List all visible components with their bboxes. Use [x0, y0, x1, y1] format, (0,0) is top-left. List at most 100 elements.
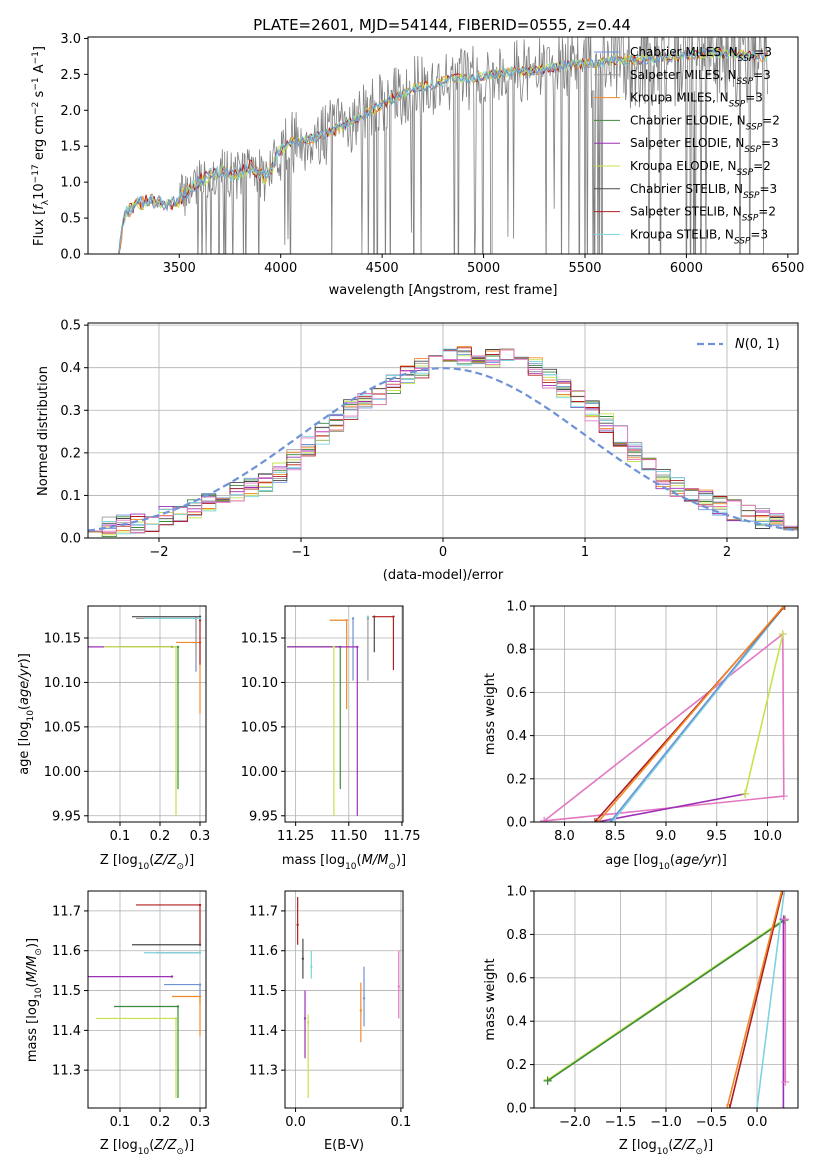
- label-part: age [log: [605, 853, 658, 868]
- label-part: =3: [761, 136, 779, 150]
- label-part: Chabrier MILES, N: [630, 45, 738, 59]
- y-tick-label: 11.7: [249, 904, 278, 919]
- x-tick-label: −2: [149, 545, 168, 560]
- label-part: =3: [754, 45, 772, 59]
- y-tick-label: 3.0: [60, 32, 81, 47]
- label-part: SSP: [737, 168, 754, 178]
- data-point: [345, 619, 348, 622]
- data-point: [366, 617, 370, 620]
- y-tick-label: 11.3: [249, 1064, 278, 1079]
- label-part: SSP: [734, 236, 751, 246]
- label-part: )]: [17, 653, 32, 663]
- label-part: ⊙: [176, 1147, 184, 1157]
- data-point: [351, 617, 355, 620]
- mass-weight-marker: [741, 789, 750, 798]
- x-tick-label: 5500: [568, 261, 601, 276]
- label-part: −2: [31, 102, 41, 115]
- model-fit-line: [118, 47, 768, 254]
- legend-label: Salpeter STELIB, NSSP=2: [630, 205, 776, 224]
- model-fit-line: [118, 47, 768, 254]
- legend-label: Chabrier STELIB, NSSP=3: [630, 182, 777, 201]
- label-part: 10: [138, 1147, 150, 1157]
- label-part: ⊙: [176, 862, 184, 872]
- y-tick-label: 10.00: [44, 765, 81, 780]
- label-part: )]: [396, 853, 406, 868]
- y-tick-label: 0.0: [60, 532, 81, 547]
- label-part: )]: [25, 938, 40, 948]
- data-point: [198, 983, 202, 986]
- label-part: Z/Z: [153, 853, 177, 868]
- label-part: (: [17, 705, 32, 710]
- x-tick-label: 0.2: [150, 829, 171, 844]
- y-tick-label: 10.05: [241, 720, 278, 735]
- x-tick-label: 0.1: [110, 829, 131, 844]
- x-tick-label: 0.3: [190, 829, 211, 844]
- data-point: [198, 619, 202, 622]
- label-part: −1: [31, 51, 41, 64]
- x-axis-label: E(B-V): [324, 1138, 364, 1153]
- x-tick-label: 8.0: [554, 829, 575, 844]
- plot-area: [543, 891, 790, 1108]
- x-tick-label: 5000: [467, 261, 500, 276]
- y-tick-label: 0.2: [506, 1058, 527, 1073]
- y-tick-label: 0.0: [60, 248, 81, 263]
- label-part: 10: [345, 862, 357, 872]
- y-tick-label: 0.3: [60, 404, 81, 419]
- y-tick-label: 1.0: [506, 600, 527, 615]
- label-part: SSP: [743, 191, 760, 201]
- y-tick-label: 11.5: [52, 984, 81, 999]
- y-tick-label: 11.4: [249, 1024, 278, 1039]
- mass-weight-marker: [722, 1104, 731, 1108]
- figure-title: PLATE=2601, MJD=54144, FIBERID=0555, z=0…: [253, 16, 631, 34]
- label-part: ⊙: [34, 948, 44, 956]
- y-axis-label: age [log10(age/yr)]: [17, 653, 36, 775]
- data-point: [198, 995, 202, 998]
- mass-weight-marker: [543, 1076, 552, 1085]
- label-part: N: [735, 337, 745, 352]
- mass-weight-line: [594, 606, 786, 822]
- y-tick-label: 9.95: [52, 809, 81, 824]
- label-part: ⊙: [695, 1147, 703, 1157]
- label-part: =2: [762, 113, 780, 127]
- label-part: s: [32, 90, 47, 101]
- x-tick-label: 8.5: [605, 829, 626, 844]
- plot-area: [287, 615, 395, 816]
- y-tick-label: 0.4: [506, 729, 527, 744]
- mass-weight-line: [611, 606, 786, 822]
- legend-label: Chabrier MILES, NSSP=3: [630, 45, 772, 64]
- data-point: [397, 985, 400, 988]
- label-part: )]: [703, 1138, 713, 1153]
- y-tick-label: 0.5: [60, 319, 81, 334]
- data-point: [174, 645, 178, 649]
- label-part: −17: [31, 164, 41, 183]
- label-part: =3: [753, 68, 771, 82]
- label-part: (: [25, 982, 40, 987]
- label-part: Salpeter STELIB, N: [630, 205, 742, 219]
- x-tick-label: 10.0: [753, 829, 782, 844]
- x-tick-label: 2: [723, 545, 731, 560]
- label-part: SSP: [737, 77, 754, 87]
- label-part: erg cm: [32, 115, 47, 164]
- plot-area: [88, 346, 798, 538]
- y-tick-label: 0.2: [60, 446, 81, 461]
- x-tick-label: 9.5: [706, 829, 727, 844]
- label-part: (: [149, 853, 154, 868]
- y-tick-label: 0.6: [506, 686, 527, 701]
- data-point: [356, 645, 359, 649]
- y-tick-label: 0.4: [506, 1015, 527, 1030]
- x-tick-label: 11.25: [277, 829, 314, 844]
- axes-frame: [87, 36, 799, 255]
- label-part: SSP: [744, 145, 761, 155]
- x-tick-label: 11.75: [383, 829, 420, 844]
- mass-weight-marker: [778, 630, 787, 639]
- histogram-step-line: [88, 349, 798, 533]
- y-tick-label: 0.5: [60, 212, 81, 227]
- y-tick-label: 0.0: [506, 816, 527, 831]
- y-tick-label: 0.0: [506, 1102, 527, 1117]
- label-part: (: [357, 853, 362, 868]
- plot-area: [88, 615, 202, 816]
- y-tick-label: 0.2: [506, 772, 527, 787]
- label-part: λ: [41, 199, 51, 205]
- data-point: [198, 615, 202, 618]
